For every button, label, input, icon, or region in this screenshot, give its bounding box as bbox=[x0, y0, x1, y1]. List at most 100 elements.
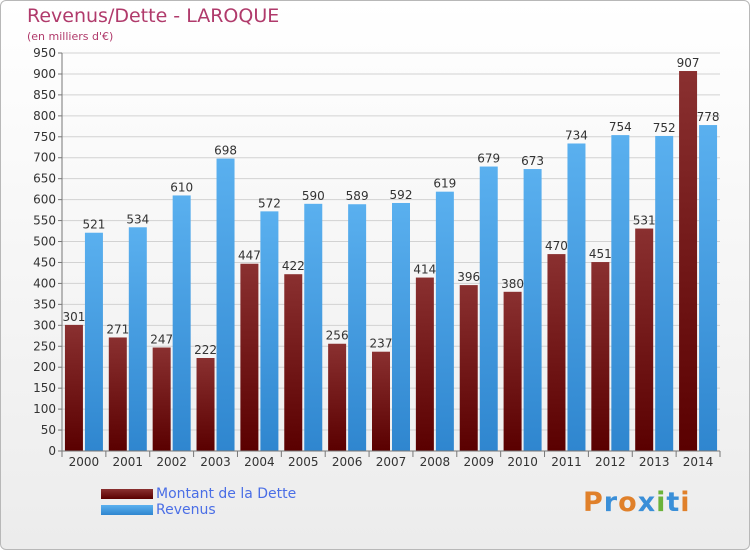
data-label-revenus: 534 bbox=[126, 212, 149, 226]
legend-label-dette: Montant de la Dette bbox=[156, 486, 297, 502]
logo-letter: i bbox=[656, 487, 667, 518]
bar-revenus bbox=[348, 204, 367, 451]
chart-title: Revenus/Dette - LAROQUE bbox=[27, 5, 280, 27]
data-label-dette: 222 bbox=[194, 343, 217, 357]
x-tick-label: 2001 bbox=[113, 455, 144, 469]
data-label-dette: 422 bbox=[282, 259, 305, 273]
y-tick-label: 0 bbox=[48, 444, 56, 458]
x-tick-label: 2009 bbox=[463, 455, 494, 469]
bar-dette bbox=[372, 351, 390, 451]
y-tick-label: 600 bbox=[33, 193, 56, 207]
x-tick-label: 2007 bbox=[376, 455, 407, 469]
bar-dette bbox=[152, 347, 171, 451]
data-label-revenus: 619 bbox=[433, 177, 456, 191]
bar-revenus bbox=[611, 135, 630, 451]
bar-dette bbox=[503, 291, 522, 451]
y-tick-label: 850 bbox=[33, 88, 56, 102]
data-label-revenus: 673 bbox=[521, 154, 544, 168]
logo-letter: P bbox=[583, 487, 604, 518]
x-tick-label: 2008 bbox=[420, 455, 451, 469]
y-tick-label: 750 bbox=[33, 130, 56, 144]
y-tick-label: 700 bbox=[33, 151, 56, 165]
bar-revenus bbox=[172, 195, 191, 451]
y-tick-label: 250 bbox=[33, 339, 56, 353]
bar-dette bbox=[415, 277, 434, 451]
data-label-revenus: 521 bbox=[82, 218, 105, 232]
bar-dette bbox=[284, 274, 303, 451]
y-tick-label: 350 bbox=[33, 297, 56, 311]
bar-revenus bbox=[128, 227, 147, 451]
y-tick-label: 450 bbox=[33, 255, 56, 269]
data-label-dette: 380 bbox=[501, 277, 524, 291]
bar-dette bbox=[679, 71, 698, 451]
y-tick-label: 800 bbox=[33, 109, 56, 123]
logo-letter: o bbox=[618, 487, 638, 518]
logo-letter: x bbox=[637, 487, 657, 518]
proxiti-logo: Proxiti bbox=[583, 487, 691, 518]
y-tick-label: 900 bbox=[33, 67, 56, 81]
x-tick-label: 2011 bbox=[551, 455, 582, 469]
bar-dette bbox=[240, 263, 259, 451]
data-label-dette: 256 bbox=[326, 329, 349, 343]
y-tick-label: 300 bbox=[33, 318, 56, 332]
bar-revenus bbox=[655, 135, 674, 451]
bar-revenus bbox=[699, 125, 718, 451]
bar-dette bbox=[547, 254, 566, 451]
data-label-dette: 271 bbox=[106, 322, 129, 336]
x-tick-label: 2000 bbox=[69, 455, 100, 469]
bar-revenus bbox=[392, 202, 410, 451]
data-label-revenus: 679 bbox=[477, 152, 500, 166]
bar-dette bbox=[591, 262, 610, 451]
bar-dette bbox=[64, 324, 83, 451]
bar-revenus bbox=[304, 203, 323, 451]
x-tick-label: 2004 bbox=[244, 455, 275, 469]
logo-letter: i bbox=[680, 487, 691, 518]
legend-label-revenus: Revenus bbox=[156, 502, 216, 518]
y-tick-label: 950 bbox=[33, 46, 56, 60]
data-label-revenus: 734 bbox=[565, 128, 588, 142]
bar-dette bbox=[196, 357, 215, 451]
bar-revenus bbox=[84, 232, 103, 451]
y-tick-label: 150 bbox=[33, 381, 56, 395]
data-label-revenus: 572 bbox=[258, 196, 281, 210]
logo-letter: r bbox=[603, 487, 619, 518]
bar-dette bbox=[328, 343, 347, 451]
x-tick-label: 2006 bbox=[332, 455, 363, 469]
data-label-revenus: 698 bbox=[214, 144, 237, 158]
x-tick-label: 2002 bbox=[156, 455, 187, 469]
y-tick-label: 650 bbox=[33, 172, 56, 186]
data-label-dette: 470 bbox=[545, 239, 568, 253]
y-tick-label: 500 bbox=[33, 235, 56, 249]
x-tick-label: 2005 bbox=[288, 455, 319, 469]
bar-dette bbox=[108, 337, 127, 451]
x-tick-label: 2014 bbox=[683, 455, 714, 469]
x-tick-label: 2013 bbox=[639, 455, 670, 469]
y-tick-label: 200 bbox=[33, 360, 56, 374]
data-label-revenus: 778 bbox=[697, 110, 720, 124]
legend-swatch-revenus bbox=[101, 505, 153, 515]
data-label-dette: 531 bbox=[633, 214, 656, 228]
bar-dette bbox=[635, 228, 654, 451]
chart-subtitle: (en milliers d'€) bbox=[27, 30, 114, 43]
data-label-revenus: 589 bbox=[346, 189, 369, 203]
y-tick-label: 50 bbox=[41, 423, 56, 437]
data-label-revenus: 610 bbox=[170, 180, 193, 194]
data-label-dette: 247 bbox=[150, 333, 173, 347]
bar-revenus bbox=[260, 211, 279, 451]
data-label-dette: 237 bbox=[370, 337, 393, 351]
x-tick-label: 2003 bbox=[200, 455, 231, 469]
bar-revenus bbox=[523, 169, 542, 452]
y-tick-label: 550 bbox=[33, 214, 56, 228]
data-label-revenus: 754 bbox=[609, 120, 632, 134]
bar-revenus bbox=[567, 143, 586, 452]
bar-revenus bbox=[479, 166, 498, 452]
data-label-revenus: 590 bbox=[302, 189, 325, 203]
data-label-dette: 451 bbox=[589, 247, 612, 261]
data-label-dette: 907 bbox=[677, 56, 700, 70]
y-tick-label: 100 bbox=[33, 402, 56, 416]
data-label-dette: 447 bbox=[238, 249, 261, 263]
logo-letter: t bbox=[666, 487, 681, 518]
y-tick-label: 400 bbox=[33, 276, 56, 290]
